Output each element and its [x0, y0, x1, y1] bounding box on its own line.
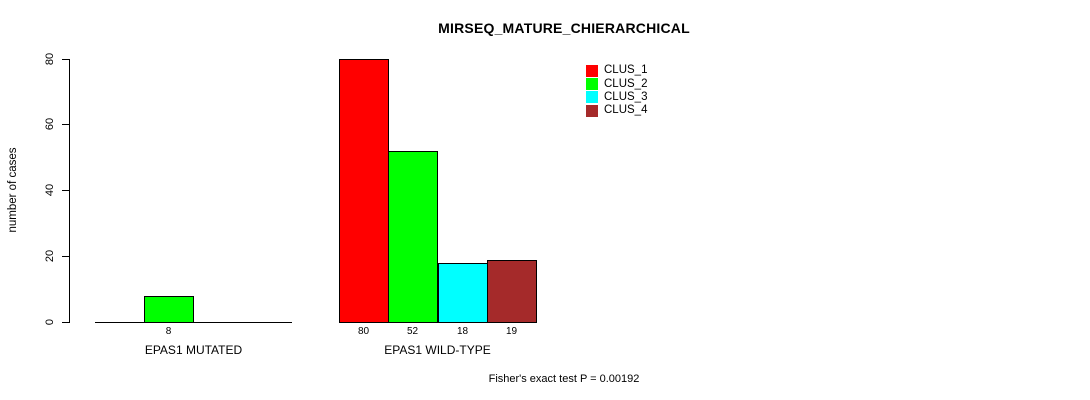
bar-value-label: 19 [505, 326, 518, 337]
y-tick-label: 20 [44, 249, 56, 263]
bar-value-label: 52 [406, 326, 419, 337]
bar [388, 151, 438, 323]
y-tick-label: 40 [44, 183, 56, 197]
legend-label: CLUS_3 [604, 90, 648, 103]
y-axis-title: number of cases [7, 147, 19, 233]
legend-item: CLUS_4 [586, 104, 647, 117]
y-tick-label: 80 [44, 52, 56, 66]
y-tick [62, 124, 69, 125]
bar-value-label: 8 [165, 326, 172, 337]
group-label: EPAS1 MUTATED [144, 343, 243, 357]
legend-label: CLUS_4 [604, 104, 648, 117]
legend: CLUS_1 CLUS_2 CLUS_3 CLUS_4 [586, 64, 647, 118]
bar-value-label: 18 [456, 326, 469, 337]
bar [144, 296, 194, 323]
y-tick [62, 59, 69, 60]
legend-label: CLUS_2 [604, 77, 648, 90]
y-tick-label: 0 [44, 318, 56, 326]
bar [438, 263, 488, 323]
bar-value-label: 80 [357, 326, 370, 337]
fisher-test-annotation: Fisher's exact test P = 0.00192 [488, 373, 640, 385]
y-tick [62, 322, 69, 323]
group-label: EPAS1 WILD-TYPE [384, 343, 491, 357]
legend-swatch [586, 91, 598, 104]
legend-item: CLUS_2 [586, 77, 648, 91]
y-tick [62, 256, 69, 257]
legend-label: CLUS_1 [604, 64, 648, 77]
y-tick-label: 60 [44, 117, 56, 131]
legend-swatch [586, 64, 598, 77]
chart-title: MIRSEQ_MATURE_CHIERARCHICAL [438, 20, 690, 36]
bar [487, 260, 537, 323]
legend-item: CLUS_3 [586, 91, 647, 104]
legend-swatch [586, 104, 598, 117]
bar [339, 59, 389, 323]
legend-swatch [586, 78, 598, 91]
legend-item: CLUS_1 [586, 64, 647, 77]
y-axis-line [69, 59, 70, 323]
y-tick [62, 190, 69, 191]
